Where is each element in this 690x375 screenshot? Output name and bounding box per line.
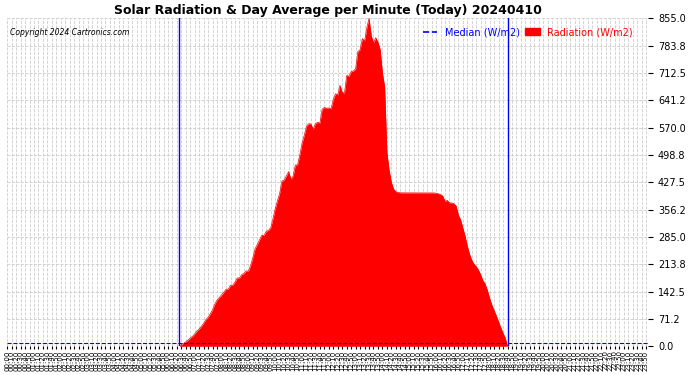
Legend: Median (W/m2), Radiation (W/m2): Median (W/m2), Radiation (W/m2) — [419, 23, 637, 41]
Text: Copyright 2024 Cartronics.com: Copyright 2024 Cartronics.com — [10, 28, 130, 37]
Title: Solar Radiation & Day Average per Minute (Today) 20240410: Solar Radiation & Day Average per Minute… — [114, 4, 542, 17]
